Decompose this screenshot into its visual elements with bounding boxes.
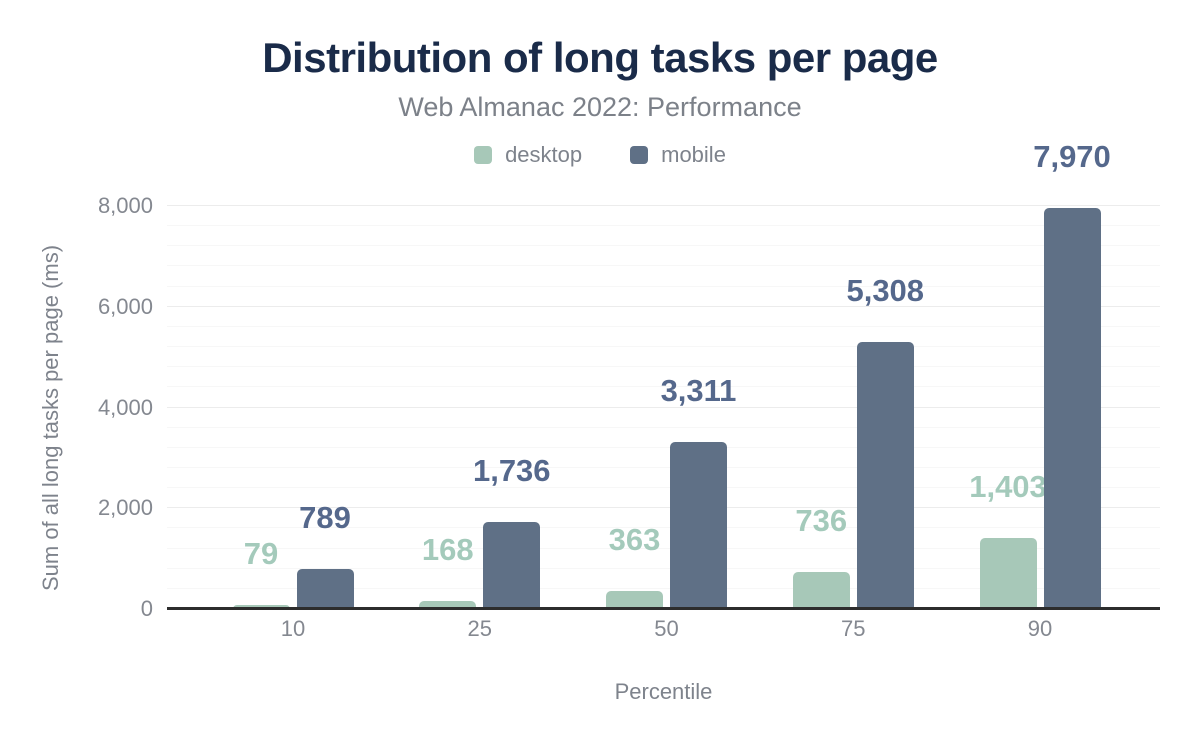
legend-item-desktop[interactable]: desktop bbox=[474, 142, 582, 168]
desktop-swatch-icon bbox=[474, 146, 493, 164]
major-gridline bbox=[167, 507, 1160, 509]
value-label-mobile-p75: 5,308 bbox=[846, 272, 925, 308]
legend-item-mobile[interactable]: mobile bbox=[630, 142, 726, 168]
plot-area: 0 2,000 4,000 6,000 8,000 79 789 10 168 1,736 25 36… bbox=[98, 141, 1160, 640]
y-tick-label: 8,000 bbox=[97, 193, 153, 218]
value-label-desktop-p75: 736 bbox=[795, 502, 848, 538]
bar-desktop-p75[interactable] bbox=[792, 571, 850, 609]
minor-gridline bbox=[167, 466, 1160, 468]
value-label-mobile-p50: 3,311 bbox=[660, 373, 737, 409]
minor-gridline bbox=[167, 426, 1160, 428]
y-tick-label: 4,000 bbox=[97, 394, 153, 420]
x-tick-label: 75 bbox=[841, 616, 866, 641]
value-label-mobile-p10: 789 bbox=[299, 500, 351, 536]
value-label-mobile-p90: 7,970 bbox=[1033, 138, 1111, 174]
bar-mobile-p25[interactable] bbox=[483, 521, 541, 609]
minor-gridline bbox=[167, 527, 1160, 529]
y-tick-label: 0 bbox=[140, 596, 153, 621]
minor-gridline bbox=[167, 366, 1160, 368]
chart-subtitle: Web Almanac 2022: Performance bbox=[398, 92, 802, 122]
legend: desktop mobile bbox=[0, 142, 1200, 168]
major-gridline bbox=[167, 406, 1160, 408]
y-tick-label: 6,000 bbox=[97, 293, 153, 319]
minor-gridline bbox=[167, 547, 1160, 549]
x-axis-line bbox=[167, 607, 1160, 610]
minor-gridline bbox=[167, 587, 1160, 589]
minor-gridline bbox=[167, 285, 1160, 287]
value-label-desktop-p50: 363 bbox=[608, 521, 661, 557]
value-label-desktop-p10: 79 bbox=[243, 536, 279, 572]
mobile-swatch-icon bbox=[630, 146, 649, 164]
x-tick-label: 25 bbox=[467, 616, 492, 641]
major-gridline bbox=[167, 305, 1160, 307]
x-tick-label: 90 bbox=[1027, 616, 1053, 641]
value-label-desktop-p25: 168 bbox=[421, 531, 474, 567]
value-label-mobile-p25: 1,736 bbox=[472, 452, 551, 488]
chart-title: Distribution of long tasks per page bbox=[262, 34, 938, 81]
minor-gridline bbox=[167, 446, 1160, 448]
x-axis-title: Percentile bbox=[614, 679, 713, 704]
bar-desktop-p50[interactable] bbox=[606, 590, 663, 609]
bar-mobile-p10[interactable] bbox=[296, 569, 354, 609]
value-label-desktop-p90: 1,403 bbox=[969, 469, 1047, 505]
bar-mobile-p50[interactable] bbox=[670, 442, 727, 609]
minor-gridline bbox=[167, 245, 1160, 247]
x-tick-label: 10 bbox=[280, 616, 306, 641]
major-gridline bbox=[167, 205, 1160, 206]
legend-label-desktop: desktop bbox=[505, 142, 583, 167]
minor-gridline bbox=[167, 346, 1160, 348]
bar-desktop-p25[interactable] bbox=[419, 600, 477, 609]
bar-desktop-p90[interactable] bbox=[979, 538, 1037, 609]
minor-gridline bbox=[167, 265, 1160, 267]
bar-mobile-p75[interactable] bbox=[856, 341, 914, 609]
legend-label-mobile: mobile bbox=[661, 142, 726, 167]
minor-gridline bbox=[167, 225, 1160, 227]
minor-gridline bbox=[167, 567, 1160, 569]
bar-mobile-p90[interactable] bbox=[1043, 207, 1101, 609]
minor-gridline bbox=[167, 386, 1160, 388]
minor-gridline bbox=[167, 487, 1160, 489]
y-tick-label: 2,000 bbox=[97, 495, 153, 521]
minor-gridline bbox=[167, 325, 1160, 327]
y-axis-title: Sum of all long tasks per page (ms) bbox=[38, 244, 63, 592]
x-tick-label: 50 bbox=[654, 616, 679, 641]
